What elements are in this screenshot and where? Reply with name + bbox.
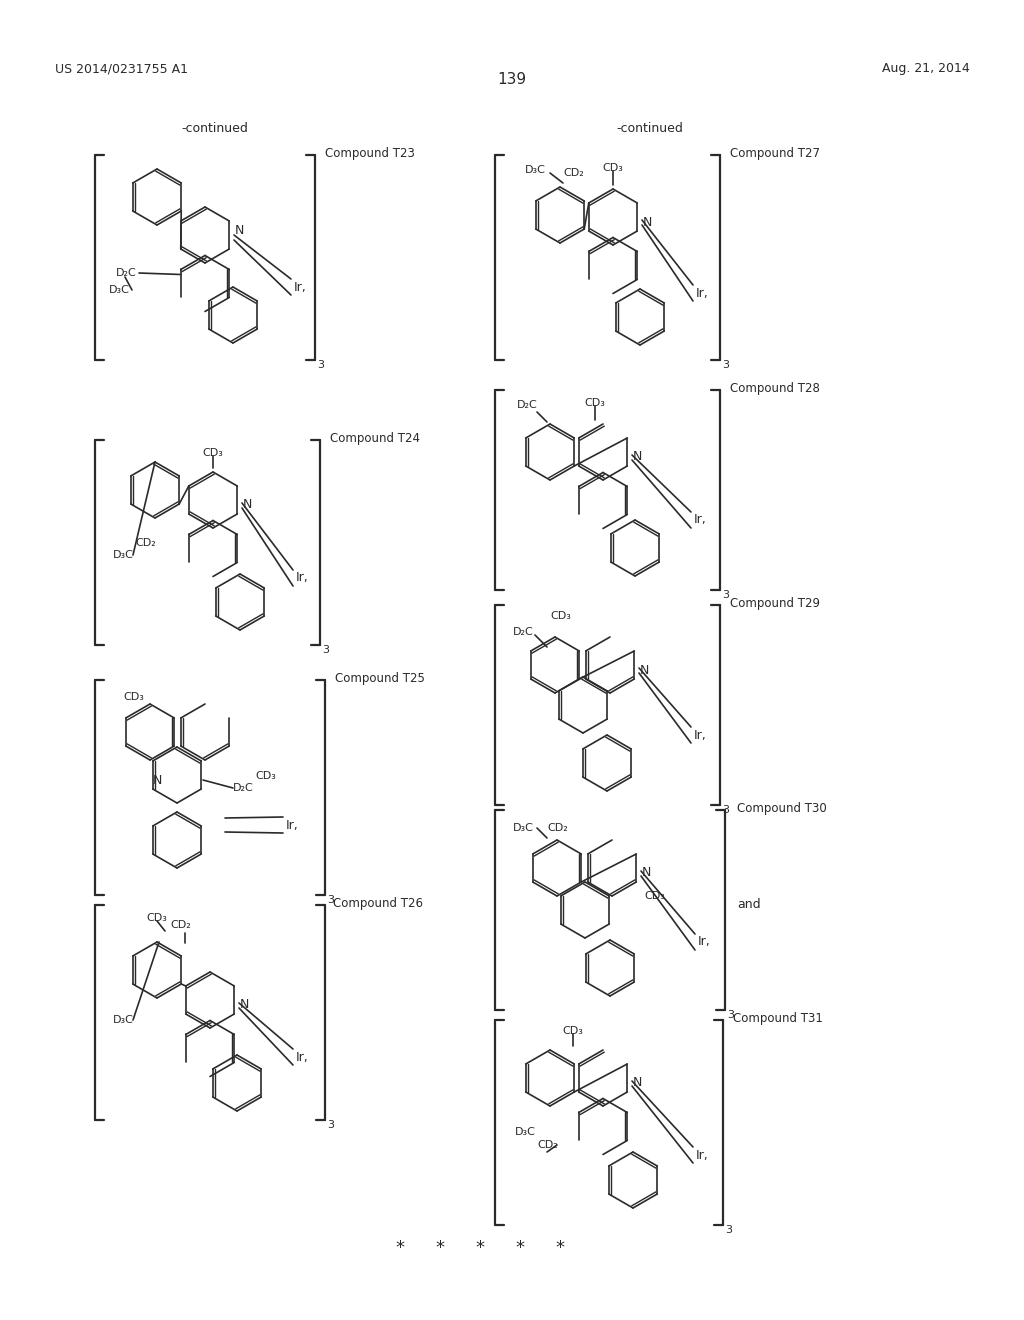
Text: D₂C: D₂C xyxy=(517,400,538,411)
Text: 3: 3 xyxy=(722,805,729,814)
Text: N: N xyxy=(640,664,649,676)
Text: D₂C: D₂C xyxy=(233,783,254,793)
Text: Ir,: Ir, xyxy=(296,572,309,585)
Text: CD₂: CD₂ xyxy=(135,539,156,548)
Text: N: N xyxy=(633,450,642,463)
Text: 3: 3 xyxy=(725,1225,732,1236)
Text: 3: 3 xyxy=(327,1119,334,1130)
Text: CD₃: CD₃ xyxy=(562,1026,584,1036)
Text: Compound T25: Compound T25 xyxy=(335,672,425,685)
Text: CD₂: CD₂ xyxy=(563,168,584,178)
Text: D₃C: D₃C xyxy=(113,1015,134,1026)
Text: D₃C: D₃C xyxy=(113,550,134,560)
Text: and: and xyxy=(737,899,761,912)
Text: CD₃: CD₃ xyxy=(602,162,624,173)
Text: D₂C: D₂C xyxy=(513,627,534,638)
Text: *: * xyxy=(555,1239,564,1257)
Text: N: N xyxy=(643,215,652,228)
Text: US 2014/0231755 A1: US 2014/0231755 A1 xyxy=(55,62,188,75)
Text: Ir,: Ir, xyxy=(694,513,707,527)
Text: -continued: -continued xyxy=(181,121,249,135)
Text: 139: 139 xyxy=(498,73,526,87)
Text: Ir,: Ir, xyxy=(296,1051,309,1064)
Text: CD₃: CD₃ xyxy=(123,692,144,702)
Text: 3: 3 xyxy=(327,895,334,906)
Text: Compound T26: Compound T26 xyxy=(333,898,423,909)
Text: Ir,: Ir, xyxy=(696,286,709,300)
Text: D₃C: D₃C xyxy=(515,1127,536,1137)
Text: *: * xyxy=(515,1239,524,1257)
Text: N: N xyxy=(240,998,250,1011)
Text: CD₃: CD₃ xyxy=(203,447,223,458)
Text: Compound T23: Compound T23 xyxy=(325,147,415,160)
Text: CD₃: CD₃ xyxy=(550,611,570,620)
Text: D₃C: D₃C xyxy=(110,285,130,294)
Text: CD₂: CD₂ xyxy=(170,920,190,931)
Text: Ir,: Ir, xyxy=(698,936,711,949)
Text: 3: 3 xyxy=(317,360,324,370)
Text: 3: 3 xyxy=(722,590,729,601)
Text: Ir,: Ir, xyxy=(696,1148,709,1162)
Text: *: * xyxy=(395,1239,404,1257)
Text: N: N xyxy=(234,223,245,236)
Text: Compound T29: Compound T29 xyxy=(730,597,820,610)
Text: 3: 3 xyxy=(727,1010,734,1020)
Text: D₂C: D₂C xyxy=(117,268,137,279)
Text: Compound T28: Compound T28 xyxy=(730,381,820,395)
Text: -continued: -continued xyxy=(616,121,683,135)
Text: Compound T24: Compound T24 xyxy=(330,432,420,445)
Text: *: * xyxy=(475,1239,484,1257)
Text: 3: 3 xyxy=(322,645,329,655)
Text: Compound T31: Compound T31 xyxy=(733,1012,823,1026)
Text: CD₃: CD₃ xyxy=(255,771,275,781)
Text: *: * xyxy=(435,1239,444,1257)
Text: D₃C: D₃C xyxy=(513,822,534,833)
Text: Aug. 21, 2014: Aug. 21, 2014 xyxy=(883,62,970,75)
Text: 3: 3 xyxy=(722,360,729,370)
Text: Compound T27: Compound T27 xyxy=(730,147,820,160)
Text: CD₃: CD₃ xyxy=(146,913,168,923)
Text: CD₃: CD₃ xyxy=(644,891,665,902)
Text: CD₃: CD₃ xyxy=(585,399,605,408)
Text: Ir,: Ir, xyxy=(294,281,307,293)
Text: N: N xyxy=(153,774,162,787)
Text: D₃C: D₃C xyxy=(525,165,546,176)
Text: N: N xyxy=(243,499,252,511)
Text: N: N xyxy=(633,1077,642,1089)
Text: N: N xyxy=(642,866,651,879)
Text: CD₂: CD₂ xyxy=(547,822,567,833)
Text: Ir,: Ir, xyxy=(286,818,299,832)
Text: CD₂: CD₂ xyxy=(537,1140,558,1150)
Text: Ir,: Ir, xyxy=(694,729,707,742)
Text: Compound T30: Compound T30 xyxy=(737,803,826,814)
